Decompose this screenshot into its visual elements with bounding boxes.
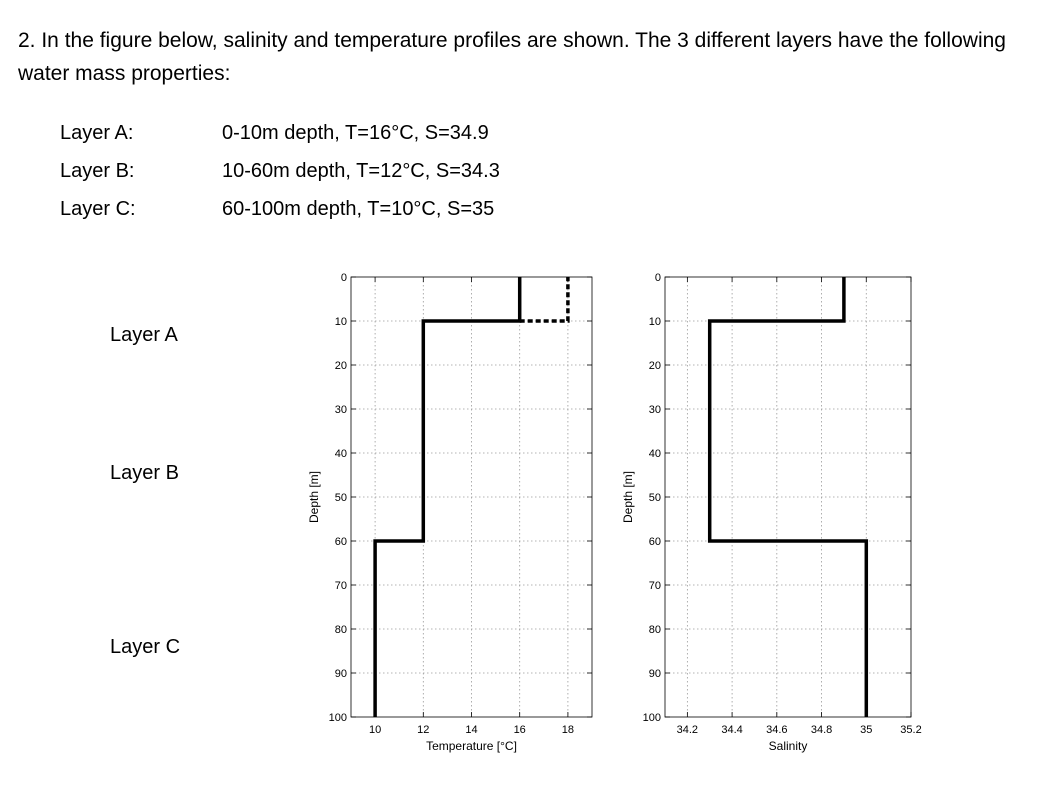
temperature-x-tick-label: 18	[562, 724, 574, 736]
layer-name: Layer C:	[60, 197, 136, 220]
side-label-layer-b: Layer B	[110, 462, 179, 484]
temperature-profile-line	[373, 277, 522, 717]
layer-description: 0-10m depth, T=16°C, S=34.9	[222, 121, 489, 144]
temperature-y-tick-label: 70	[335, 580, 347, 592]
salinity-x-tick-label: 35	[860, 724, 872, 736]
temperature-x-tick-label: 10	[369, 724, 381, 736]
question-text: 2. In the figure below, salinity and tem…	[18, 29, 1006, 85]
salinity-y-tick-label: 60	[649, 536, 661, 548]
temperature-y-axis-label: Depth [m]	[307, 471, 321, 523]
salinity-y-axis-label: Depth [m]	[621, 471, 635, 523]
temperature-y-tick-label: 20	[335, 360, 347, 372]
salinity-chart-group: 0 10 20 30 40 50 60 70 80 90 100 34.2 34.4 34.6 34.8 35…	[621, 272, 922, 753]
salinity-y-tick-label: 20	[649, 360, 661, 372]
temperature-y-tick-label: 50	[335, 492, 347, 504]
salinity-x-tick-label: 34.2	[677, 724, 698, 736]
layer-name: Layer A:	[60, 121, 134, 144]
salinity-y-tick-label: 80	[649, 624, 661, 636]
temperature-x-tick-label: 12	[417, 724, 429, 736]
salinity-y-tick-label: 10	[649, 316, 661, 328]
temperature-y-tick-label: 80	[335, 624, 347, 636]
layer-row: Layer C: 60-100m depth, T=10°C, S=35	[60, 190, 500, 228]
temperature-y-tick-label: 10	[335, 316, 347, 328]
salinity-x-tick-label: 35.2	[900, 724, 921, 736]
temperature-y-tick-label: 60	[335, 536, 347, 548]
side-label-layer-a: Layer A	[110, 324, 178, 346]
layer-name: Layer B:	[60, 159, 135, 182]
temperature-x-axis-label: Temperature [°C]	[426, 739, 517, 753]
salinity-y-tick-label: 90	[649, 668, 661, 680]
salinity-y-tick-label: 0	[655, 272, 661, 284]
salinity-y-tick-label: 50	[649, 492, 661, 504]
salinity-x-tick-label: 34.8	[811, 724, 832, 736]
layer-row: Layer A: 0-10m depth, T=16°C, S=34.9	[60, 114, 500, 152]
salinity-y-tick-label: 40	[649, 448, 661, 460]
temperature-y-tick-label: 100	[329, 712, 347, 724]
salinity-y-tick-label: 30	[649, 404, 661, 416]
salinity-y-tick-label: 70	[649, 580, 661, 592]
temperature-x-tick-label: 16	[514, 724, 526, 736]
temperature-y-tick-label: 30	[335, 404, 347, 416]
layer-description: 60-100m depth, T=10°C, S=35	[222, 197, 495, 220]
temperature-y-tick-label: 0	[341, 272, 347, 284]
salinity-profile-line	[707, 277, 869, 717]
layer-row: Layer B: 10-60m depth, T=12°C, S=34.3	[60, 152, 500, 190]
temperature-y-tick-label: 90	[335, 668, 347, 680]
temperature-x-tick-label: 14	[465, 724, 477, 736]
temperature-chart-group: 0 10 20 30 40 50 60 70 80 90 100 10 12 14 16 18 Temperat…	[307, 272, 593, 753]
salinity-x-axis-label: Salinity	[769, 739, 808, 753]
temperature-y-tick-label: 40	[335, 448, 347, 460]
temperature-profile-line-dashed	[519, 277, 570, 323]
layer-properties-list: Layer A: 0-10m depth, T=16°C, S=34.9 Lay…	[60, 114, 500, 228]
salinity-y-tick-label: 100	[643, 712, 661, 724]
side-label-layer-c: Layer C	[110, 636, 181, 658]
salinity-x-tick-label: 34.6	[766, 724, 787, 736]
layer-description: 10-60m depth, T=12°C, S=34.3	[222, 159, 500, 182]
salinity-x-tick-label: 34.4	[721, 724, 742, 736]
